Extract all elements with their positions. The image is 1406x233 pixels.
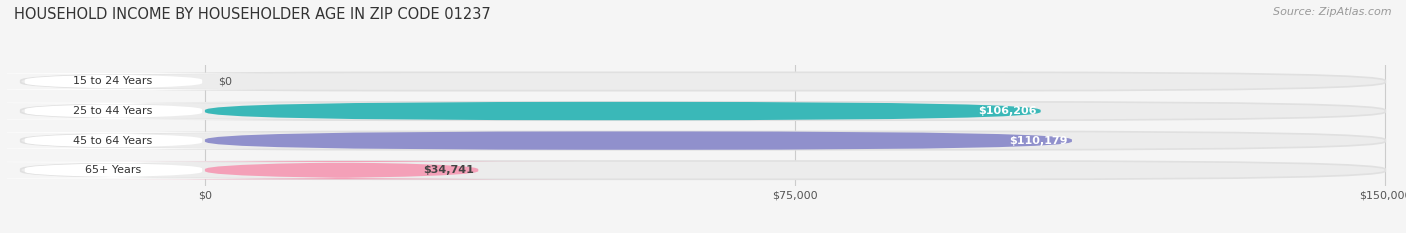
Text: 65+ Years: 65+ Years: [84, 165, 141, 175]
FancyBboxPatch shape: [205, 102, 1040, 120]
FancyBboxPatch shape: [21, 72, 1385, 91]
FancyBboxPatch shape: [0, 103, 339, 120]
FancyBboxPatch shape: [0, 73, 339, 90]
FancyBboxPatch shape: [21, 131, 1385, 150]
Text: 25 to 44 Years: 25 to 44 Years: [73, 106, 152, 116]
FancyBboxPatch shape: [96, 161, 588, 179]
Text: HOUSEHOLD INCOME BY HOUSEHOLDER AGE IN ZIP CODE 01237: HOUSEHOLD INCOME BY HOUSEHOLDER AGE IN Z…: [14, 7, 491, 22]
Text: $0: $0: [218, 76, 232, 86]
Text: $110,179: $110,179: [1010, 136, 1069, 146]
FancyBboxPatch shape: [21, 102, 1385, 120]
Text: $106,206: $106,206: [979, 106, 1036, 116]
Text: Source: ZipAtlas.com: Source: ZipAtlas.com: [1274, 7, 1392, 17]
Text: 15 to 24 Years: 15 to 24 Years: [73, 76, 152, 86]
Text: 45 to 64 Years: 45 to 64 Years: [73, 136, 152, 146]
FancyBboxPatch shape: [205, 131, 1071, 150]
FancyBboxPatch shape: [0, 132, 339, 149]
FancyBboxPatch shape: [21, 161, 1385, 179]
Text: $34,741: $34,741: [423, 165, 474, 175]
FancyBboxPatch shape: [0, 162, 339, 178]
